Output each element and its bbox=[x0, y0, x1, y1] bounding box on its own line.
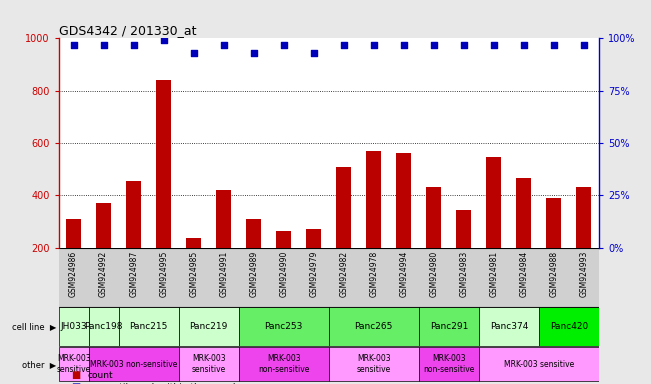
Text: Panc265: Panc265 bbox=[355, 322, 393, 331]
Text: GSM924983: GSM924983 bbox=[460, 251, 468, 297]
Bar bbox=[216, 190, 231, 248]
Text: GSM924993: GSM924993 bbox=[579, 251, 589, 297]
Text: GSM924989: GSM924989 bbox=[249, 251, 258, 297]
Bar bbox=[329, 307, 419, 346]
Bar bbox=[239, 347, 329, 381]
Text: GSM924981: GSM924981 bbox=[490, 251, 499, 297]
Bar bbox=[419, 307, 479, 346]
Text: MRK-003 non-sensitive: MRK-003 non-sensitive bbox=[90, 360, 177, 369]
Text: GSM924987: GSM924987 bbox=[129, 251, 138, 297]
Point bbox=[549, 41, 559, 48]
Text: JH033: JH033 bbox=[61, 322, 87, 331]
Bar bbox=[178, 347, 239, 381]
Bar bbox=[89, 347, 178, 381]
Text: Panc291: Panc291 bbox=[430, 322, 468, 331]
Bar bbox=[66, 219, 81, 248]
Bar bbox=[479, 307, 539, 346]
Text: cell line  ▶: cell line ▶ bbox=[12, 322, 56, 331]
Text: GSM924995: GSM924995 bbox=[159, 251, 168, 297]
Text: Panc253: Panc253 bbox=[264, 322, 303, 331]
Bar bbox=[486, 157, 501, 248]
Text: GSM924994: GSM924994 bbox=[399, 251, 408, 297]
Point bbox=[489, 41, 499, 48]
Point bbox=[309, 50, 319, 56]
Point bbox=[68, 41, 79, 48]
Point bbox=[458, 41, 469, 48]
Point bbox=[519, 41, 529, 48]
Text: GSM924984: GSM924984 bbox=[519, 251, 529, 297]
Text: Panc420: Panc420 bbox=[550, 322, 588, 331]
Text: ■: ■ bbox=[72, 370, 81, 380]
Bar bbox=[246, 219, 261, 248]
Text: ■: ■ bbox=[72, 382, 81, 384]
Text: percentile rank within the sample: percentile rank within the sample bbox=[88, 383, 241, 384]
Bar bbox=[178, 307, 239, 346]
Text: Panc374: Panc374 bbox=[490, 322, 528, 331]
Bar bbox=[539, 307, 599, 346]
Point bbox=[249, 50, 259, 56]
Text: other  ▶: other ▶ bbox=[21, 360, 56, 369]
Text: GSM924985: GSM924985 bbox=[189, 251, 198, 297]
Bar bbox=[337, 167, 352, 248]
Point bbox=[128, 41, 139, 48]
Text: Panc215: Panc215 bbox=[130, 322, 168, 331]
Text: GSM924991: GSM924991 bbox=[219, 251, 229, 297]
Text: MRK-003
sensitive: MRK-003 sensitive bbox=[191, 354, 226, 374]
Bar bbox=[59, 347, 89, 381]
Bar bbox=[576, 187, 591, 248]
Point bbox=[98, 41, 109, 48]
Bar bbox=[516, 178, 531, 248]
Bar bbox=[239, 307, 329, 346]
Bar bbox=[156, 80, 171, 248]
Point bbox=[339, 41, 349, 48]
Text: GSM924990: GSM924990 bbox=[279, 251, 288, 297]
Text: Panc219: Panc219 bbox=[189, 322, 228, 331]
Text: GSM924978: GSM924978 bbox=[369, 251, 378, 297]
Bar bbox=[479, 347, 599, 381]
Bar bbox=[126, 181, 141, 248]
Point bbox=[158, 37, 169, 43]
Point bbox=[279, 41, 289, 48]
Text: MRK-003 sensitive: MRK-003 sensitive bbox=[504, 360, 574, 369]
Bar bbox=[276, 231, 291, 248]
Bar bbox=[89, 307, 118, 346]
Bar bbox=[186, 238, 201, 248]
Bar bbox=[306, 229, 321, 248]
Bar bbox=[419, 347, 479, 381]
Bar bbox=[426, 187, 441, 248]
Text: GSM924982: GSM924982 bbox=[339, 251, 348, 297]
Text: MRK-003
sensitive: MRK-003 sensitive bbox=[357, 354, 391, 374]
Text: GSM924980: GSM924980 bbox=[429, 251, 438, 297]
Text: GSM924979: GSM924979 bbox=[309, 251, 318, 297]
Text: GDS4342 / 201330_at: GDS4342 / 201330_at bbox=[59, 24, 196, 37]
Bar bbox=[396, 154, 411, 248]
Text: count: count bbox=[88, 371, 113, 380]
Bar bbox=[456, 210, 471, 248]
Bar bbox=[546, 198, 561, 248]
Point bbox=[398, 41, 409, 48]
Text: Panc198: Panc198 bbox=[85, 322, 123, 331]
Bar bbox=[329, 347, 419, 381]
Point bbox=[189, 50, 199, 56]
Point bbox=[368, 41, 379, 48]
Text: GSM924988: GSM924988 bbox=[549, 251, 559, 297]
Bar bbox=[59, 307, 89, 346]
Text: GSM924992: GSM924992 bbox=[99, 251, 108, 297]
Bar bbox=[367, 151, 381, 248]
Point bbox=[579, 41, 589, 48]
Bar bbox=[118, 307, 178, 346]
Text: MRK-003
sensitive: MRK-003 sensitive bbox=[57, 354, 90, 374]
Text: MRK-003
non-sensitive: MRK-003 non-sensitive bbox=[423, 354, 475, 374]
Point bbox=[219, 41, 229, 48]
Text: MRK-003
non-sensitive: MRK-003 non-sensitive bbox=[258, 354, 309, 374]
Bar bbox=[96, 203, 111, 248]
Point bbox=[428, 41, 439, 48]
Text: GSM924986: GSM924986 bbox=[69, 251, 78, 297]
